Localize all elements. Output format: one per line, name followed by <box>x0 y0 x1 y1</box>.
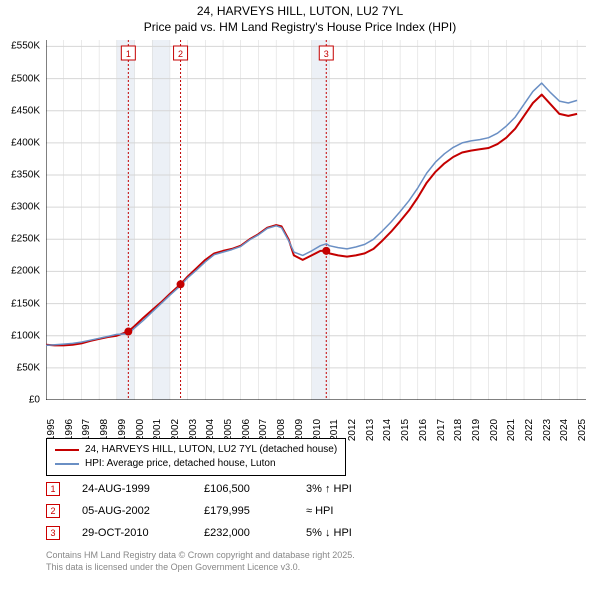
attribution-block: Contains HM Land Registry data © Crown c… <box>46 550 355 573</box>
y-tick-label: £100K <box>11 330 40 341</box>
event-date: 24-AUG-1999 <box>82 483 182 495</box>
event-row: 3 29-OCT-2010 £232,000 5% ↓ HPI <box>46 522 386 544</box>
attribution-line1: Contains HM Land Registry data © Crown c… <box>46 550 355 562</box>
x-tick-label: 2018 <box>453 419 464 441</box>
legend-label: 24, HARVEYS HILL, LUTON, LU2 7YL (detach… <box>85 443 337 457</box>
event-diff: 5% ↓ HPI <box>306 527 386 539</box>
y-tick-label: £550K <box>11 41 40 52</box>
x-tick-label: 2025 <box>577 419 588 441</box>
legend-row: 24, HARVEYS HILL, LUTON, LU2 7YL (detach… <box>55 443 337 457</box>
x-tick-label: 2024 <box>559 419 570 441</box>
x-tick-label: 2021 <box>506 419 517 441</box>
event-date: 05-AUG-2002 <box>82 505 182 517</box>
y-tick-label: £250K <box>11 234 40 245</box>
legend: 24, HARVEYS HILL, LUTON, LU2 7YL (detach… <box>46 438 346 476</box>
x-axis: 1995199619971998199920002001200220032004… <box>46 402 586 432</box>
event-date: 29-OCT-2010 <box>82 527 182 539</box>
x-tick-label: 2012 <box>347 419 358 441</box>
event-diff: ≈ HPI <box>306 505 386 517</box>
y-tick-label: £150K <box>11 298 40 309</box>
y-tick-label: £300K <box>11 202 40 213</box>
chart-title-line2: Price paid vs. HM Land Registry's House … <box>0 20 600 36</box>
legend-swatch <box>55 463 79 465</box>
legend-row: HPI: Average price, detached house, Luto… <box>55 457 337 471</box>
x-tick-label: 2019 <box>471 419 482 441</box>
y-tick-label: £50K <box>17 362 40 373</box>
chart-title-line1: 24, HARVEYS HILL, LUTON, LU2 7YL <box>0 4 600 20</box>
y-tick-label: £350K <box>11 170 40 181</box>
event-table: 1 24-AUG-1999 £106,500 3% ↑ HPI 2 05-AUG-2002… <box>46 478 386 544</box>
event-marker: 3 <box>46 526 60 540</box>
x-tick-label: 2015 <box>400 419 411 441</box>
y-tick-label: £400K <box>11 137 40 148</box>
event-row: 2 05-AUG-2002 £179,995 ≈ HPI <box>46 500 386 522</box>
event-marker: 2 <box>46 504 60 518</box>
svg-text:3: 3 <box>324 49 329 59</box>
chart-svg: 1 2 3 <box>46 40 586 400</box>
event-marker: 1 <box>46 482 60 496</box>
chart-title-block: 24, HARVEYS HILL, LUTON, LU2 7YL Price p… <box>0 0 600 35</box>
x-tick-label: 2014 <box>382 419 393 441</box>
svg-text:1: 1 <box>126 49 131 59</box>
y-tick-label: £500K <box>11 73 40 84</box>
x-tick-label: 2022 <box>524 419 535 441</box>
y-tick-label: £450K <box>11 105 40 116</box>
svg-text:2: 2 <box>178 49 183 59</box>
x-tick-label: 2023 <box>542 419 553 441</box>
attribution-line2: This data is licensed under the Open Gov… <box>46 562 355 574</box>
x-tick-label: 2013 <box>365 419 376 441</box>
event-price: £179,995 <box>204 505 284 517</box>
legend-swatch <box>55 449 79 451</box>
chart-plot-area: 1 2 3 <box>46 40 586 400</box>
event-price: £106,500 <box>204 483 284 495</box>
y-axis: £0£50K£100K£150K£200K£250K£300K£350K£400… <box>0 40 44 400</box>
event-price: £232,000 <box>204 527 284 539</box>
x-tick-label: 2020 <box>489 419 500 441</box>
legend-label: HPI: Average price, detached house, Luto… <box>85 457 276 471</box>
event-row: 1 24-AUG-1999 £106,500 3% ↑ HPI <box>46 478 386 500</box>
y-tick-label: £0 <box>29 395 40 406</box>
y-tick-label: £200K <box>11 266 40 277</box>
x-tick-label: 2016 <box>418 419 429 441</box>
event-diff: 3% ↑ HPI <box>306 483 386 495</box>
x-tick-label: 2017 <box>436 419 447 441</box>
